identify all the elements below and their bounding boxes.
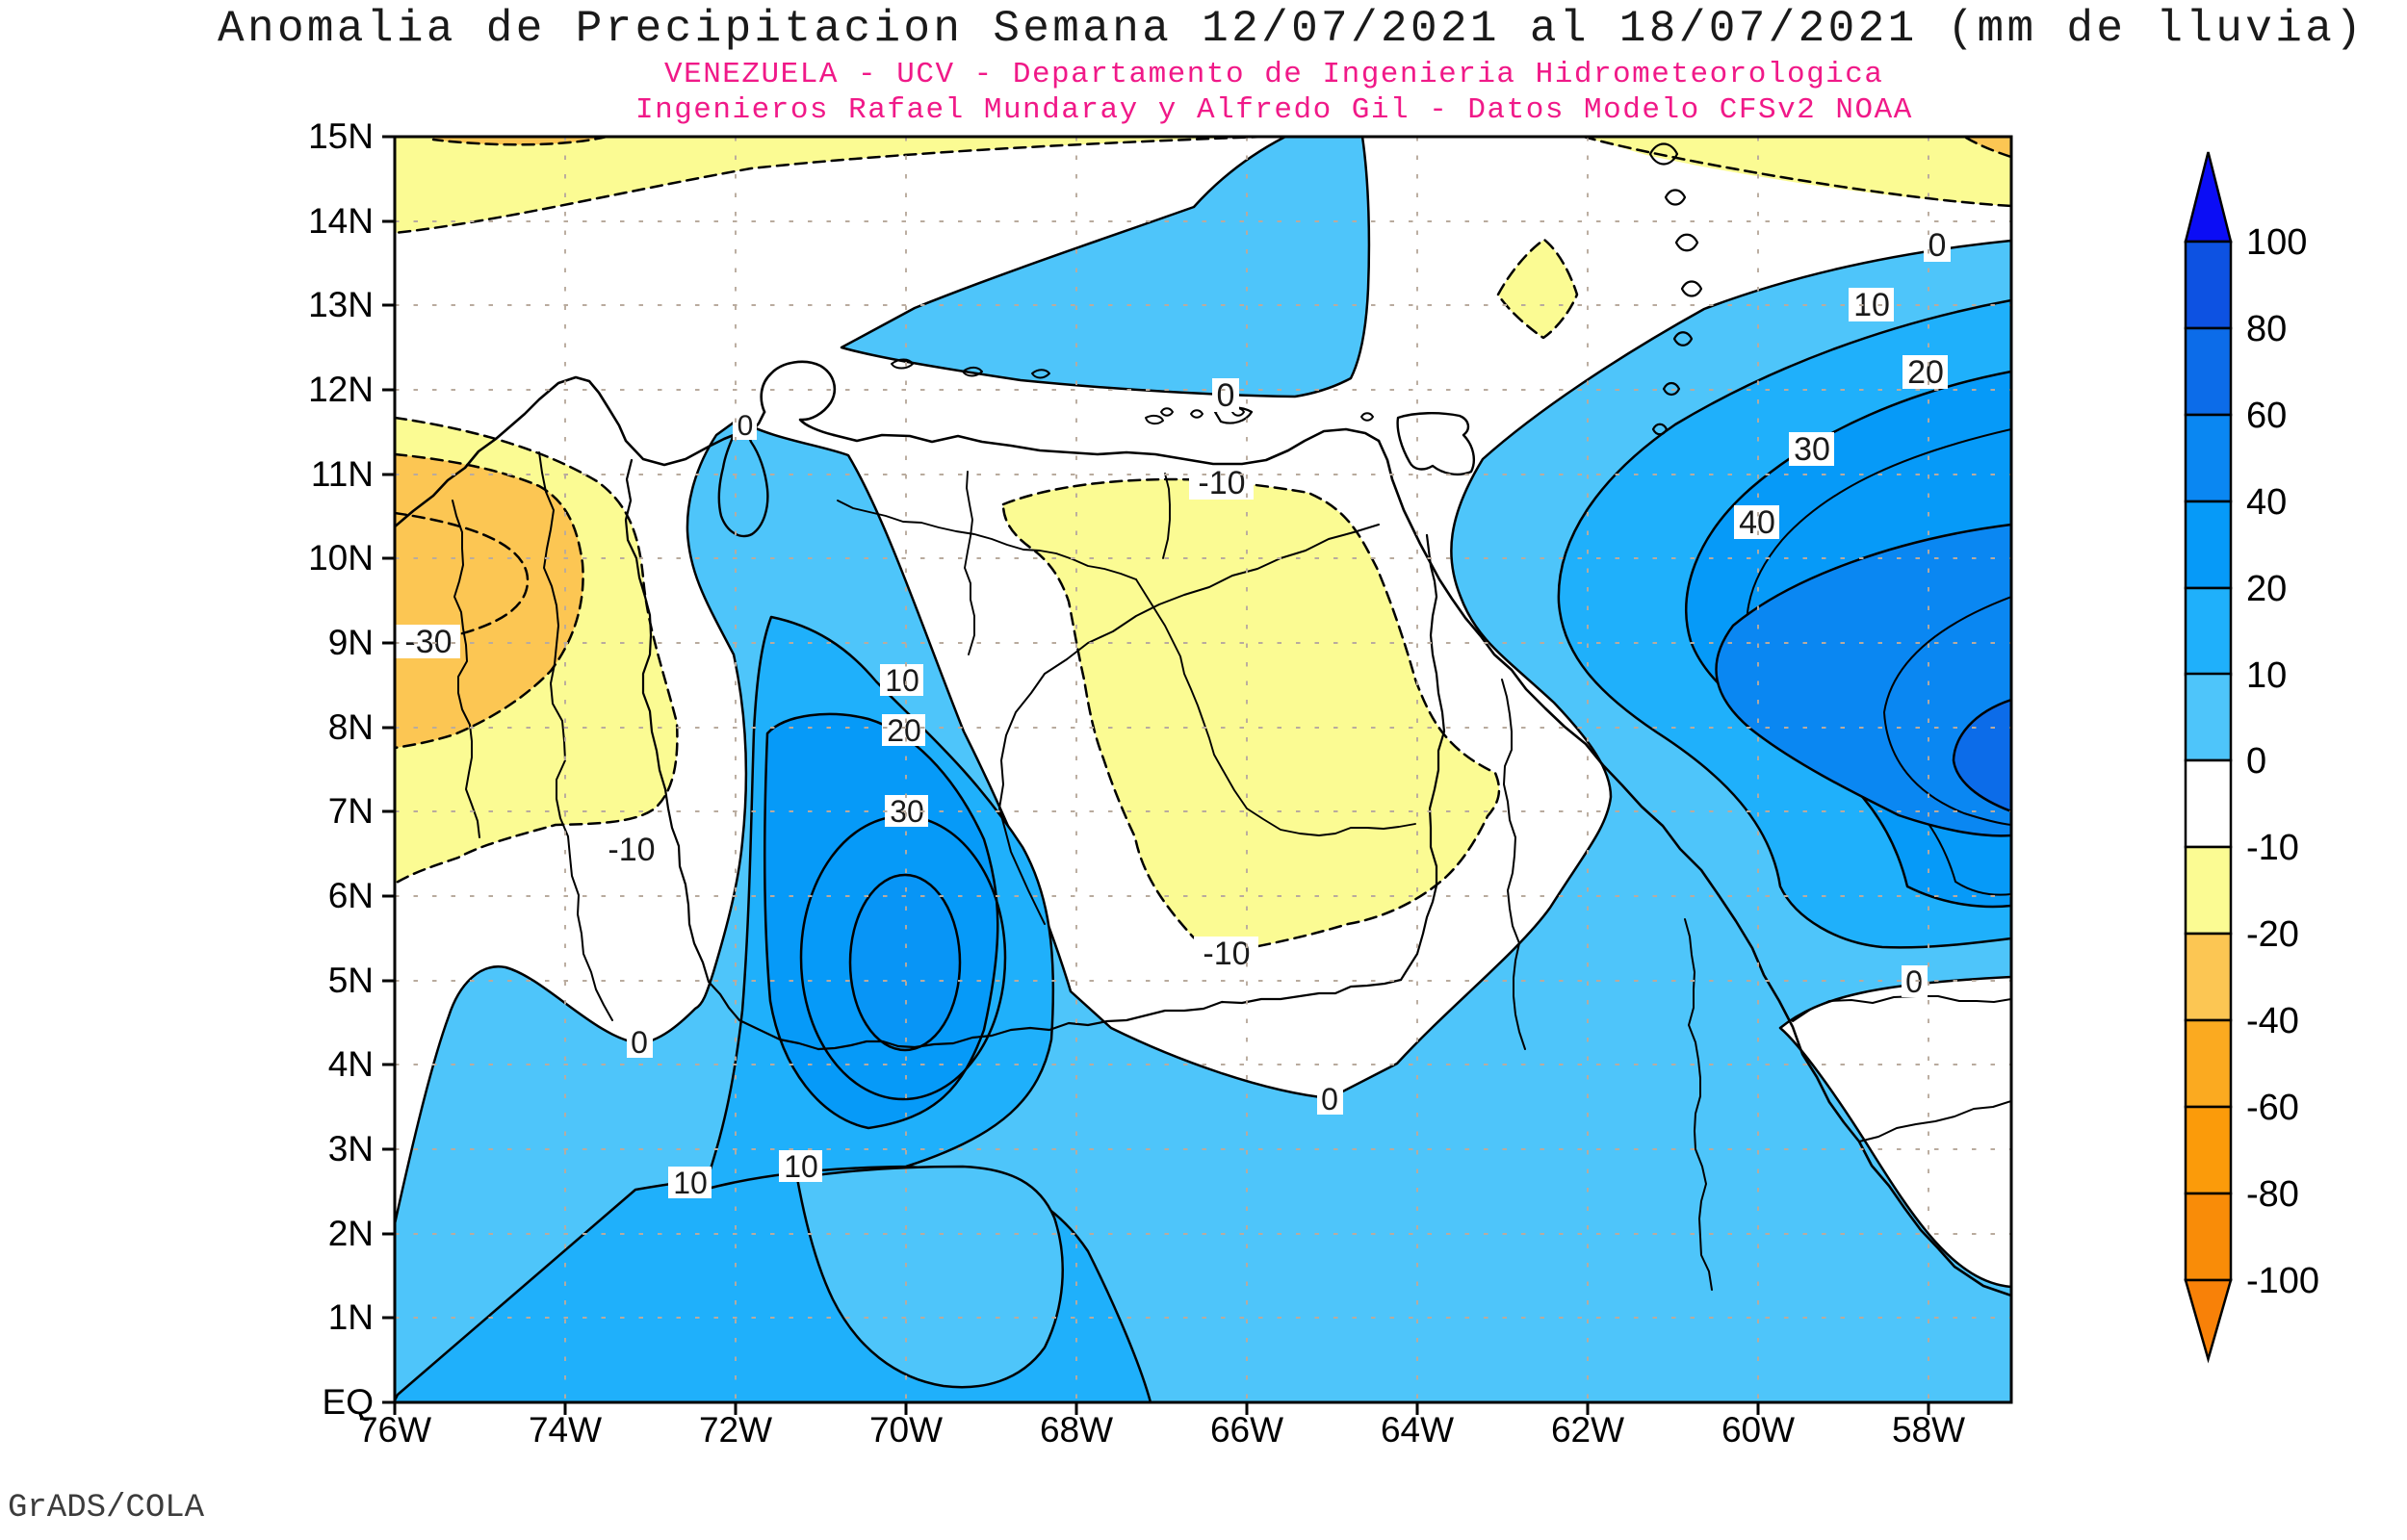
svg-text:12N: 12N [308, 370, 374, 409]
svg-text:72W: 72W [699, 1410, 772, 1450]
svg-text:-30: -30 [404, 624, 452, 660]
svg-text:0: 0 [1321, 1082, 1338, 1116]
svg-text:40: 40 [1739, 504, 1775, 541]
svg-text:13N: 13N [308, 285, 374, 324]
svg-text:100: 100 [2246, 222, 2307, 263]
svg-text:4N: 4N [328, 1044, 374, 1084]
svg-text:0: 0 [1928, 227, 1947, 264]
svg-text:14N: 14N [308, 201, 374, 241]
svg-text:58W: 58W [1892, 1410, 1965, 1450]
svg-text:5N: 5N [328, 961, 374, 1000]
svg-text:62W: 62W [1551, 1410, 1624, 1450]
svg-text:74W: 74W [529, 1410, 602, 1450]
svg-text:64W: 64W [1381, 1410, 1454, 1450]
svg-text:EQ: EQ [323, 1382, 374, 1422]
svg-text:6N: 6N [328, 876, 374, 915]
svg-text:30: 30 [890, 794, 924, 829]
svg-text:70W: 70W [869, 1410, 943, 1450]
svg-text:10: 10 [784, 1149, 818, 1184]
svg-text:10: 10 [1853, 287, 1890, 323]
svg-text:60W: 60W [1721, 1410, 1795, 1450]
svg-text:15N: 15N [308, 116, 374, 156]
svg-text:-100: -100 [2246, 1261, 2319, 1301]
svg-text:10N: 10N [308, 538, 374, 578]
svg-text:3N: 3N [328, 1129, 374, 1168]
svg-text:-10: -10 [2246, 828, 2299, 868]
svg-text:-80: -80 [2246, 1174, 2299, 1215]
svg-text:-60: -60 [2246, 1088, 2299, 1128]
svg-text:20: 20 [887, 713, 921, 748]
svg-text:-20: -20 [2246, 914, 2299, 955]
svg-text:20: 20 [1907, 354, 1944, 391]
svg-text:7N: 7N [328, 791, 374, 831]
svg-text:8N: 8N [328, 707, 374, 747]
svg-text:10: 10 [2246, 655, 2287, 696]
svg-text:0: 0 [738, 410, 754, 442]
svg-text:-10: -10 [1198, 465, 1245, 501]
svg-text:2N: 2N [328, 1214, 374, 1253]
svg-text:9N: 9N [328, 623, 374, 662]
svg-text:66W: 66W [1210, 1410, 1283, 1450]
svg-text:-10: -10 [608, 832, 655, 868]
svg-text:-40: -40 [2246, 1001, 2299, 1041]
svg-text:76W: 76W [358, 1410, 431, 1450]
svg-text:80: 80 [2246, 309, 2287, 349]
svg-text:0: 0 [1217, 377, 1235, 414]
svg-text:1N: 1N [328, 1297, 374, 1337]
svg-text:-10: -10 [1203, 936, 1250, 972]
svg-text:10: 10 [885, 663, 919, 698]
svg-text:10: 10 [673, 1166, 708, 1200]
svg-text:30: 30 [1794, 431, 1830, 468]
svg-text:40: 40 [2246, 482, 2287, 523]
svg-text:11N: 11N [311, 454, 374, 494]
svg-text:0: 0 [1905, 964, 1923, 999]
svg-text:20: 20 [2246, 569, 2287, 609]
svg-text:60: 60 [2246, 396, 2287, 436]
svg-text:68W: 68W [1040, 1410, 1113, 1450]
svg-text:0: 0 [2246, 741, 2266, 782]
svg-text:0: 0 [631, 1025, 648, 1060]
